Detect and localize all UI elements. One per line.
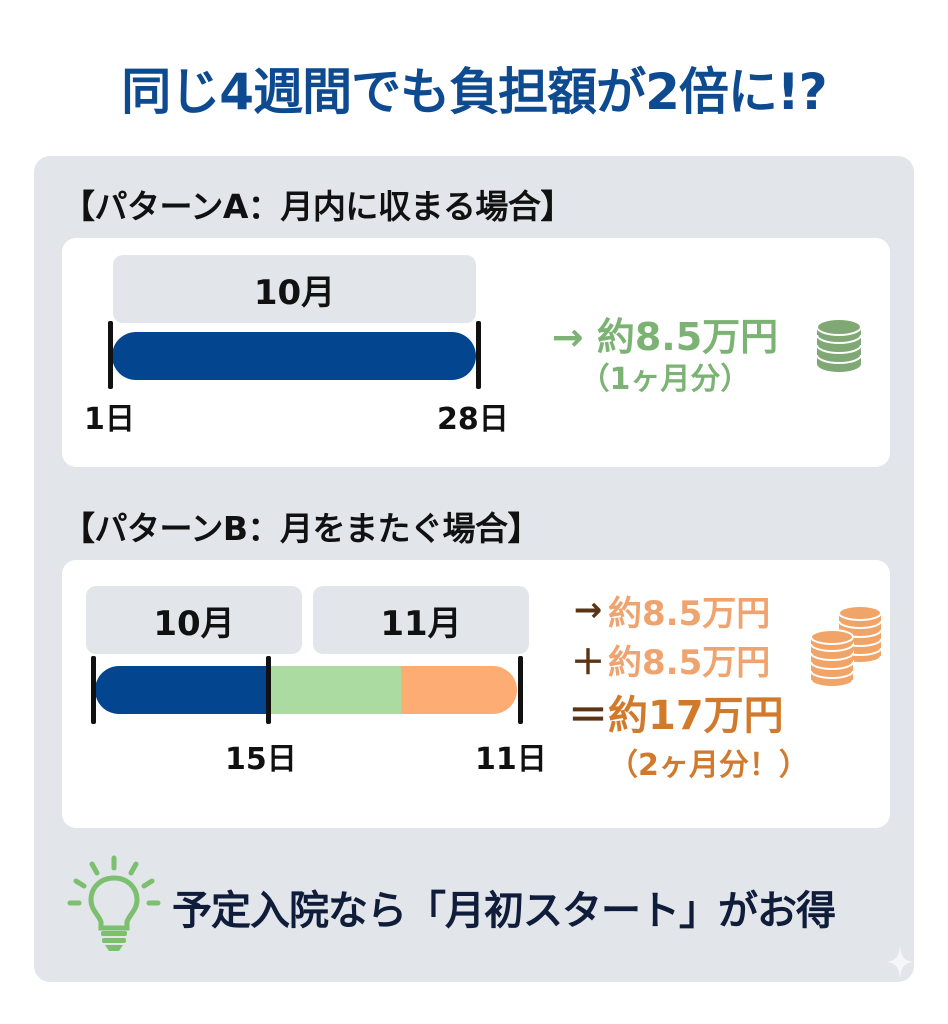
november-second-segment: [401, 666, 517, 714]
pattern-b-month-october: 10月: [86, 586, 302, 654]
pattern-a-result: → 約8.5万円 （1ヶ月分）: [525, 314, 805, 400]
start-tick: [91, 656, 96, 724]
pattern-a-amount: → 約8.5万円: [551, 315, 779, 359]
plus-operator: ＋: [571, 642, 605, 683]
equals-operator: ＝: [568, 693, 608, 739]
month-boundary-tick: [266, 656, 271, 724]
tip-text: 予定入院なら「月初スタート」がお得: [172, 888, 836, 934]
arrow-operator: →: [573, 590, 603, 630]
result-note-row: （2ヶ月分！）: [568, 740, 809, 784]
end-day-label: 28日: [437, 402, 509, 437]
pattern-b-result: → 約8.5万円 ＋ 約8.5万円 ＝ 約17万円 （2ヶ月分！）: [568, 586, 809, 784]
lightbulb-icon: [66, 852, 162, 952]
pattern-a-heading: 【パターンA：月内に収まる場合】: [62, 187, 573, 226]
result-row-total: ＝ 約17万円: [568, 684, 809, 740]
end-tick: [476, 321, 481, 389]
start-tick: [108, 321, 113, 389]
coin-stack-icon: [815, 318, 863, 374]
page-title: 同じ4週間でも負担額が2倍に!?: [121, 63, 827, 121]
october-segment: [95, 666, 268, 714]
coin-stacks-icon: [808, 604, 884, 690]
pattern-b-month-november: 11月: [313, 586, 529, 654]
end-day-label: 11日: [475, 742, 547, 777]
pattern-a-month-label: 10月: [113, 255, 476, 323]
result-row-2: ＋ 約8.5万円: [568, 634, 809, 684]
november-first-segment: [268, 666, 401, 714]
november-amount: 約8.5万円: [608, 642, 771, 683]
pattern-a-note: （1ヶ月分）: [579, 362, 751, 397]
sparkle-icon: [886, 945, 914, 979]
pattern-b-stay-bar: [95, 666, 517, 714]
pattern-b-heading: 【パターンB：月をまたぐ場合】: [62, 509, 541, 548]
october-segment: [112, 332, 476, 380]
pattern-a-stay-bar: [112, 332, 476, 380]
total-amount: 約17万円: [608, 693, 784, 739]
october-amount: 約8.5万円: [608, 593, 771, 634]
split-day-label: 15日: [225, 742, 297, 777]
start-day-label: 1日: [84, 402, 135, 437]
end-tick: [518, 656, 523, 724]
result-row-1: → 約8.5万円: [568, 586, 809, 634]
pattern-b-note: （2ヶ月分！）: [608, 748, 809, 783]
